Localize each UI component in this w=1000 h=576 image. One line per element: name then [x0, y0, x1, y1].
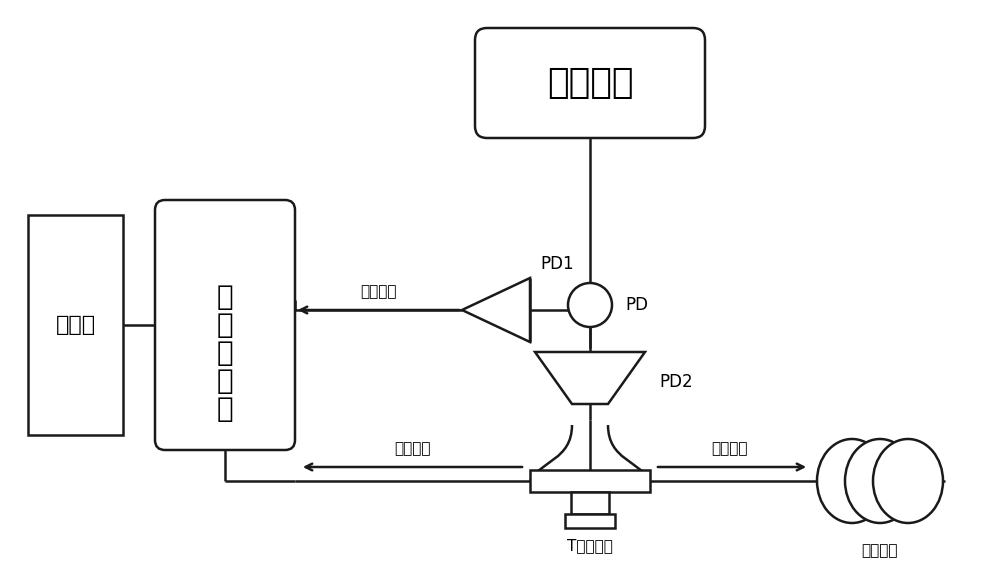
Bar — [571, 492, 609, 514]
Ellipse shape — [817, 439, 887, 523]
Text: 采: 采 — [217, 339, 233, 367]
Text: 反射信号: 反射信号 — [711, 441, 748, 457]
Text: PD: PD — [625, 296, 648, 314]
Polygon shape — [535, 352, 645, 404]
Text: 参考信号: 参考信号 — [360, 285, 397, 300]
Text: PD2: PD2 — [659, 373, 693, 391]
Ellipse shape — [845, 439, 915, 523]
Text: 据: 据 — [217, 311, 233, 339]
Text: 卡: 卡 — [217, 395, 233, 423]
Text: 计算机: 计算机 — [55, 315, 96, 335]
Text: T型连接器: T型连接器 — [567, 539, 613, 554]
Bar — [565, 514, 615, 528]
Bar — [28, 215, 123, 435]
Text: 数: 数 — [217, 283, 233, 311]
Ellipse shape — [873, 439, 943, 523]
Circle shape — [568, 283, 612, 327]
FancyBboxPatch shape — [155, 200, 295, 450]
Text: 电混沌源: 电混沌源 — [547, 66, 633, 100]
Text: 集: 集 — [217, 367, 233, 395]
Bar — [530, 470, 650, 492]
Text: 基底信号: 基底信号 — [394, 441, 431, 457]
Text: PD1: PD1 — [540, 255, 574, 273]
Text: 被测电缆: 被测电缆 — [862, 544, 898, 559]
FancyBboxPatch shape — [475, 28, 705, 138]
Polygon shape — [462, 278, 530, 342]
